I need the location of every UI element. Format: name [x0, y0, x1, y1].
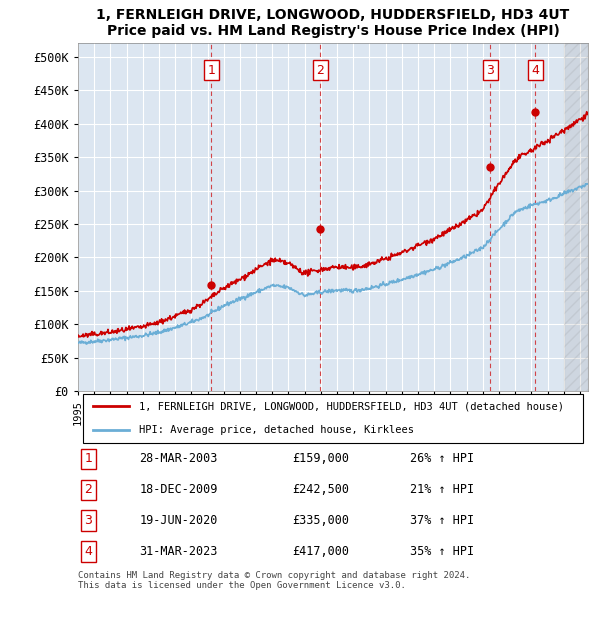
Text: £242,500: £242,500: [292, 484, 349, 497]
Text: 1: 1: [208, 64, 215, 77]
FancyBboxPatch shape: [83, 394, 583, 443]
Text: HPI: Average price, detached house, Kirklees: HPI: Average price, detached house, Kirk…: [139, 425, 414, 435]
Text: 3: 3: [84, 514, 92, 527]
Text: 37% ↑ HPI: 37% ↑ HPI: [409, 514, 473, 527]
Text: 4: 4: [84, 545, 92, 558]
Text: 4: 4: [532, 64, 539, 77]
Text: 2: 2: [316, 64, 324, 77]
Bar: [564, 43, 588, 391]
Text: 1, FERNLEIGH DRIVE, LONGWOOD, HUDDERSFIELD, HD3 4UT (detached house): 1, FERNLEIGH DRIVE, LONGWOOD, HUDDERSFIE…: [139, 401, 564, 411]
Text: 3: 3: [487, 64, 494, 77]
Text: £159,000: £159,000: [292, 453, 349, 466]
Text: 31-MAR-2023: 31-MAR-2023: [139, 545, 218, 558]
Text: 21% ↑ HPI: 21% ↑ HPI: [409, 484, 473, 497]
Text: 18-DEC-2009: 18-DEC-2009: [139, 484, 218, 497]
Title: 1, FERNLEIGH DRIVE, LONGWOOD, HUDDERSFIELD, HD3 4UT
Price paid vs. HM Land Regis: 1, FERNLEIGH DRIVE, LONGWOOD, HUDDERSFIE…: [97, 8, 569, 38]
Text: £335,000: £335,000: [292, 514, 349, 527]
Text: 1: 1: [84, 453, 92, 466]
Text: 28-MAR-2003: 28-MAR-2003: [139, 453, 218, 466]
Text: 19-JUN-2020: 19-JUN-2020: [139, 514, 218, 527]
Text: 26% ↑ HPI: 26% ↑ HPI: [409, 453, 473, 466]
Text: 2: 2: [84, 484, 92, 497]
Text: Contains HM Land Registry data © Crown copyright and database right 2024.
This d: Contains HM Land Registry data © Crown c…: [78, 571, 470, 590]
Text: £417,000: £417,000: [292, 545, 349, 558]
Text: 35% ↑ HPI: 35% ↑ HPI: [409, 545, 473, 558]
